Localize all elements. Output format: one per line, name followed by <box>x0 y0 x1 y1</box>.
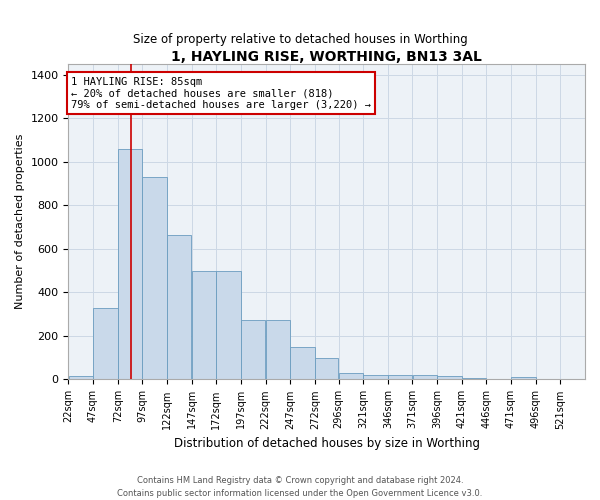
X-axis label: Distribution of detached houses by size in Worthing: Distribution of detached houses by size … <box>174 437 480 450</box>
Y-axis label: Number of detached properties: Number of detached properties <box>15 134 25 310</box>
Bar <box>68 376 93 380</box>
Bar <box>364 375 388 380</box>
Text: Size of property relative to detached houses in Worthing: Size of property relative to detached ho… <box>133 32 467 46</box>
Text: 1 HAYLING RISE: 85sqm
← 20% of detached houses are smaller (818)
79% of semi-det: 1 HAYLING RISE: 85sqm ← 20% of detached … <box>71 76 371 110</box>
Bar <box>413 375 437 380</box>
Bar <box>462 378 486 380</box>
Bar <box>93 308 118 380</box>
Title: 1, HAYLING RISE, WORTHING, BN13 3AL: 1, HAYLING RISE, WORTHING, BN13 3AL <box>171 50 482 64</box>
Bar <box>217 270 241 380</box>
Bar <box>167 235 191 380</box>
Bar <box>388 375 412 380</box>
Bar <box>315 358 338 380</box>
Bar <box>192 270 216 380</box>
Bar <box>437 376 461 380</box>
Bar <box>142 177 167 380</box>
Bar <box>241 320 265 380</box>
Text: Contains HM Land Registry data © Crown copyright and database right 2024.
Contai: Contains HM Land Registry data © Crown c… <box>118 476 482 498</box>
Bar <box>511 378 536 380</box>
Bar <box>266 320 290 380</box>
Bar <box>338 373 363 380</box>
Bar <box>118 149 142 380</box>
Bar <box>290 347 315 380</box>
